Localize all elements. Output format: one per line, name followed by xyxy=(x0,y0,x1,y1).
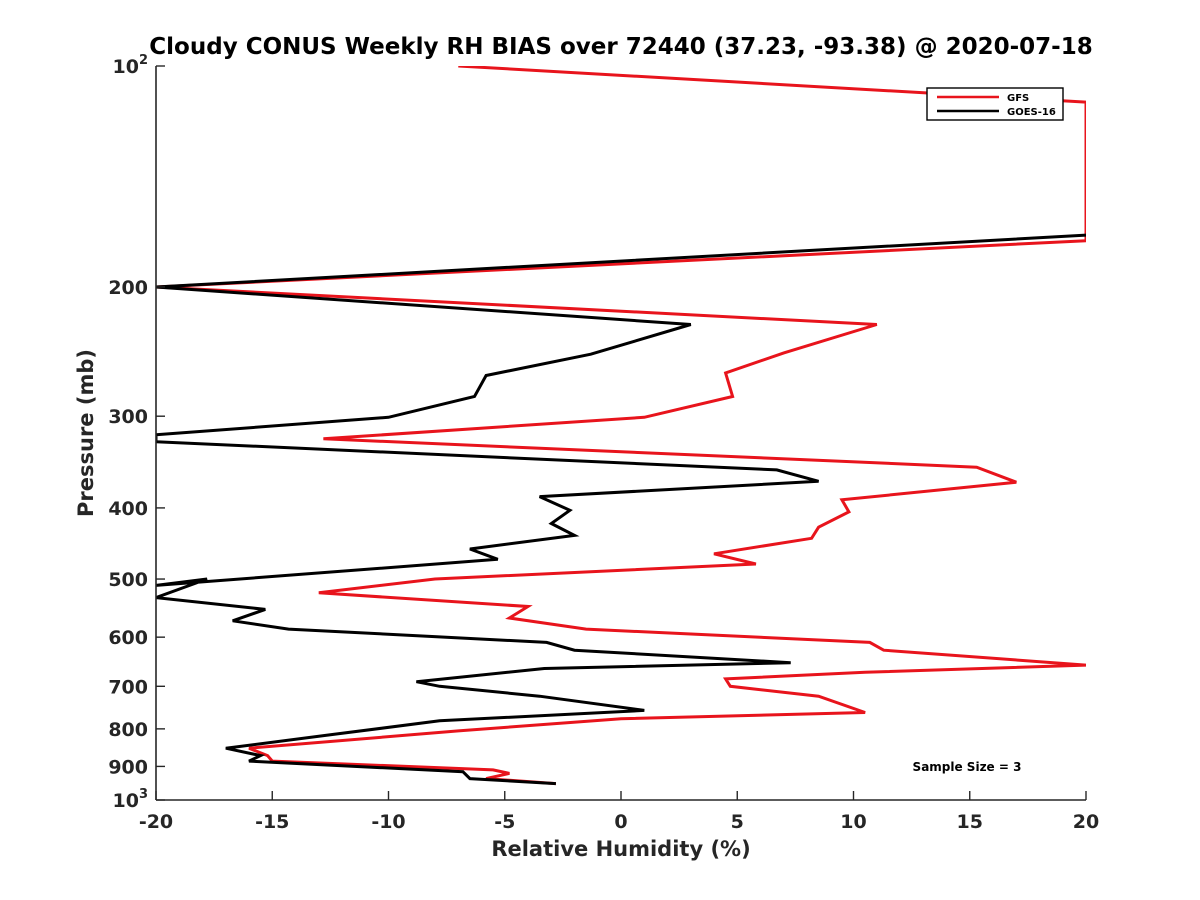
legend-box xyxy=(926,87,1064,121)
x-tick-label: -20 xyxy=(139,811,173,833)
x-tick-label: -5 xyxy=(494,811,515,833)
chart-title: Cloudy CONUS Weekly RH BIAS over 72440 (… xyxy=(149,34,1092,60)
y-tick-label: 700 xyxy=(108,676,148,698)
plot-area xyxy=(156,66,1086,800)
y-axis-label: Pressure (mb) xyxy=(74,349,98,517)
legend-label: GFS xyxy=(1007,93,1029,104)
x-tick-label: 20 xyxy=(1073,811,1099,833)
y-tick-label: 200 xyxy=(108,277,148,299)
y-tick-label: 103 xyxy=(113,787,149,812)
y-tick-label: 800 xyxy=(108,719,148,741)
x-tick-label: -15 xyxy=(255,811,289,833)
y-tick-label: 102 xyxy=(113,53,149,78)
series-layer xyxy=(156,66,1086,786)
legend: GFS GOES-16 xyxy=(926,87,1064,121)
x-tick-label: 15 xyxy=(957,811,983,833)
y-tick-label: 300 xyxy=(108,406,148,428)
series-line-gfs xyxy=(156,66,1086,786)
sample-size-annotation: Sample Size = 3 xyxy=(913,760,1022,774)
x-tick-label: -10 xyxy=(371,811,405,833)
x-tick-label: 5 xyxy=(731,811,744,833)
axes-layer: -20 -15 -10 -5 0 5 10 15 20 102 200 300 400 500 600 700… xyxy=(108,53,1099,833)
legend-label: GOES-16 xyxy=(1007,107,1056,118)
y-tick-label: 900 xyxy=(108,756,148,778)
series-line-goes-16 xyxy=(156,233,1086,786)
x-tick-label: 10 xyxy=(840,811,866,833)
x-axis-label: Relative Humidity (%) xyxy=(491,837,750,861)
y-tick-label: 500 xyxy=(108,569,148,591)
y-tick-label: 600 xyxy=(108,627,148,649)
y-tick-label: 400 xyxy=(108,498,148,520)
x-tick-label: 0 xyxy=(614,811,627,833)
